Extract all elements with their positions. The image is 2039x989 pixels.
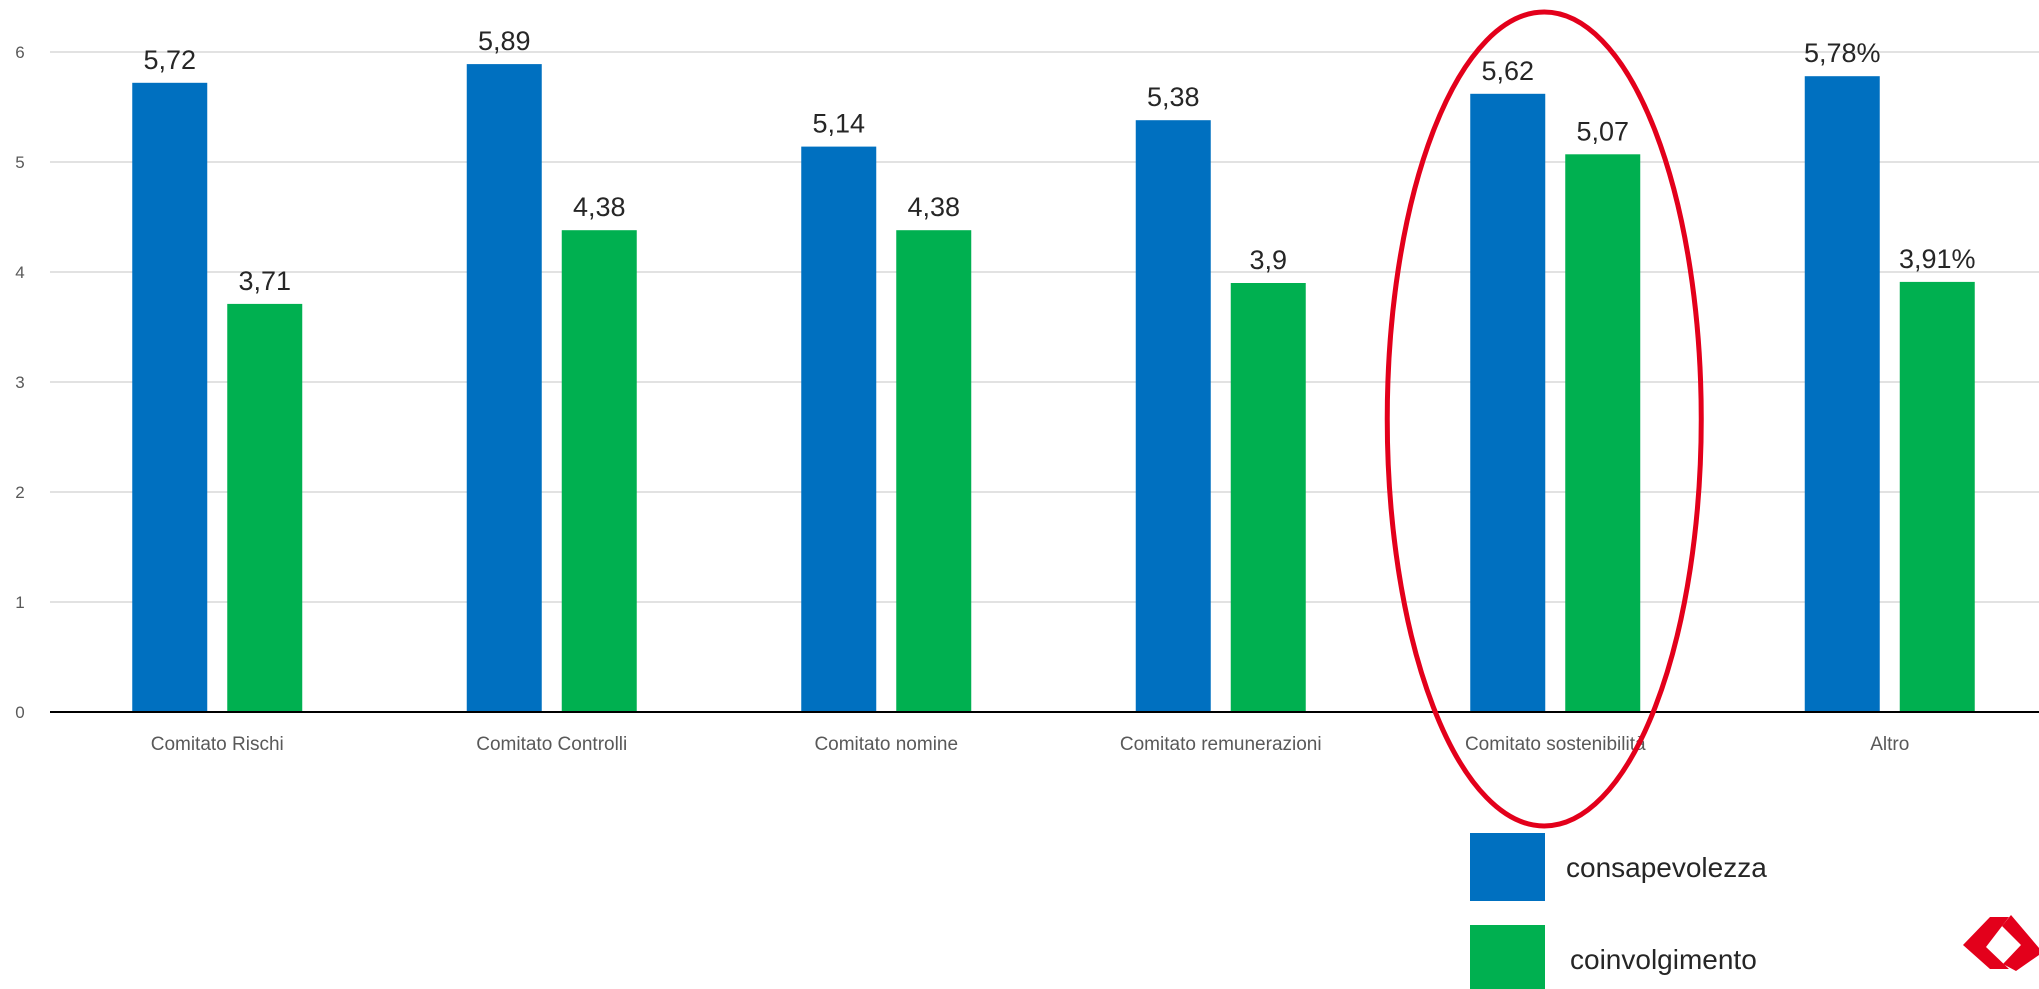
data-label: 5,72	[143, 45, 196, 75]
bar	[1565, 154, 1641, 713]
gridlines	[50, 51, 2039, 603]
bar	[466, 64, 542, 713]
bar	[1135, 120, 1211, 712]
legend: consapevolezza coinvolgimento	[1470, 833, 1767, 989]
bar	[801, 146, 877, 713]
legend-label: coinvolgimento	[1570, 944, 1757, 975]
category-labels: Comitato Rischi Comitato Controlli Comitat…	[151, 734, 1910, 755]
y-tick-label: 6	[15, 43, 24, 62]
y-tick-label: 0	[15, 703, 24, 722]
data-label: 5,78%	[1804, 38, 1881, 68]
logo-left-shape	[1963, 917, 2009, 969]
legend-swatch	[1470, 833, 1545, 901]
bar	[132, 82, 208, 713]
bars	[132, 64, 1975, 713]
brand-logo-icon	[1963, 915, 2039, 971]
data-label: 5,38	[1147, 82, 1200, 112]
data-labels: 5,72 3,71 5,89 4,38 5,14 4,38 5,38 3,9 5,62 5,07 5…	[143, 26, 1975, 296]
bar	[1899, 281, 1975, 712]
data-label: 3,9	[1249, 245, 1287, 275]
category-label: Comitato nomine	[814, 734, 958, 755]
highlight-ellipse	[1384, 9, 1704, 829]
data-label: 3,71	[238, 266, 291, 296]
category-label: Comitato Controlli	[476, 734, 627, 755]
category-label: Comitato sostenibilità	[1465, 734, 1646, 755]
data-label: 3,91%	[1899, 244, 1976, 274]
data-label: 4,38	[907, 192, 960, 222]
legend-swatch	[1470, 925, 1545, 989]
legend-label: consapevolezza	[1566, 852, 1767, 883]
data-label: 4,38	[573, 192, 626, 222]
category-label: Altro	[1870, 734, 1909, 755]
bar	[896, 230, 972, 712]
y-tick-label: 3	[15, 373, 24, 392]
y-tick-label: 5	[15, 153, 24, 172]
y-tick-label: 4	[15, 263, 24, 282]
category-label: Comitato Rischi	[151, 734, 284, 755]
bar	[1470, 93, 1546, 713]
y-axis-ticks: 0 1 2 3 4 5 6	[15, 43, 24, 722]
bar	[227, 303, 303, 712]
bar	[1230, 283, 1306, 712]
logo-right-shape	[2002, 915, 2039, 971]
data-label: 5,07	[1576, 116, 1629, 146]
category-label: Comitato remunerazioni	[1120, 734, 1322, 755]
data-label: 5,14	[812, 109, 865, 139]
bar	[1804, 76, 1880, 712]
y-tick-label: 1	[15, 593, 24, 612]
bar	[561, 230, 637, 712]
data-label: 5,89	[478, 26, 531, 56]
data-label: 5,62	[1481, 56, 1534, 86]
y-tick-label: 2	[15, 483, 24, 502]
